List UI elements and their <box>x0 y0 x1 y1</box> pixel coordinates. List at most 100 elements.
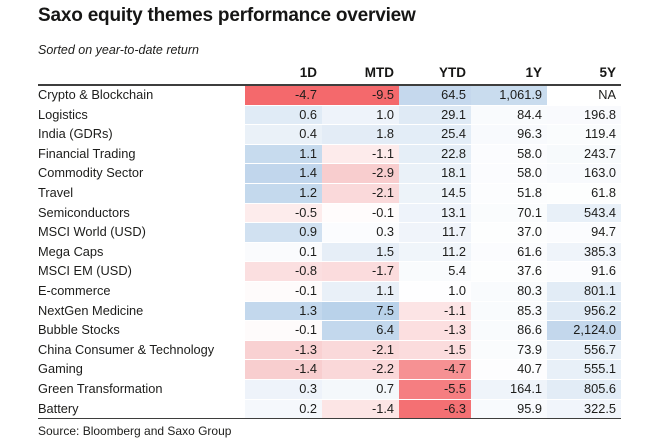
value-cell: -0.1 <box>245 320 322 341</box>
table-row: MSCI EM (USD) -0.8 -1.7 5.4 37.6 91.6 <box>38 261 621 282</box>
theme-label: Mega Caps <box>38 242 245 263</box>
value-cell: 956.2 <box>547 301 621 322</box>
value-cell: 0.3 <box>245 379 322 400</box>
value-cell: 556.7 <box>547 340 621 361</box>
value-cell: 70.1 <box>471 203 547 224</box>
value-cell: 5.4 <box>399 261 471 282</box>
value-cell: 0.3 <box>322 222 399 243</box>
value-cell: 51.8 <box>471 183 547 204</box>
value-cell: 25.4 <box>399 124 471 145</box>
value-cell: -2.1 <box>322 183 399 204</box>
value-cell: -0.1 <box>322 203 399 224</box>
value-cell: -1.3 <box>399 320 471 341</box>
theme-label: MSCI World (USD) <box>38 222 245 243</box>
value-cell: -2.2 <box>322 359 399 380</box>
value-cell: -0.8 <box>245 261 322 282</box>
value-cell: -0.5 <box>245 203 322 224</box>
value-cell: 1.1 <box>245 144 322 165</box>
value-cell: 22.8 <box>399 144 471 165</box>
theme-label: Green Transformation <box>38 379 245 400</box>
value-cell: -9.5 <box>322 85 399 106</box>
value-cell: 37.6 <box>471 261 547 282</box>
value-cell: 61.8 <box>547 183 621 204</box>
table-row: Crypto & Blockchain -4.7 -9.5 64.5 1,061.9 NA <box>38 85 621 106</box>
value-cell: 0.6 <box>245 105 322 126</box>
theme-label: NextGen Medicine <box>38 301 245 322</box>
value-cell: 61.6 <box>471 242 547 263</box>
value-cell: 0.1 <box>245 242 322 263</box>
value-cell: 73.9 <box>471 340 547 361</box>
theme-label: Semiconductors <box>38 203 245 224</box>
value-cell: 84.4 <box>471 105 547 126</box>
value-cell: 163.0 <box>547 163 621 184</box>
table-row: Semiconductors -0.5 -0.1 13.1 70.1 543.4 <box>38 203 621 224</box>
value-cell: 37.0 <box>471 222 547 243</box>
value-cell: 58.0 <box>471 144 547 165</box>
subtitle: Sorted on year-to-date return <box>38 43 199 57</box>
value-cell: 86.6 <box>471 320 547 341</box>
table-row: Battery 0.2 -1.4 -6.3 95.9 322.5 <box>38 399 621 420</box>
value-cell: 0.7 <box>322 379 399 400</box>
value-cell: -1.7 <box>322 261 399 282</box>
value-cell: 555.1 <box>547 359 621 380</box>
value-cell: 0.9 <box>245 222 322 243</box>
value-cell: -6.3 <box>399 399 471 420</box>
value-cell: 64.5 <box>399 85 471 106</box>
theme-label: China Consumer & Technology <box>38 340 245 361</box>
table-row: E-commerce -0.1 1.1 1.0 80.3 801.1 <box>38 281 621 302</box>
theme-label: Financial Trading <box>38 144 245 165</box>
table-row: Bubble Stocks -0.1 6.4 -1.3 86.6 2,124.0 <box>38 320 621 341</box>
table-row: Financial Trading 1.1 -1.1 22.8 58.0 243.7 <box>38 144 621 165</box>
value-cell: -2.1 <box>322 340 399 361</box>
value-cell: 13.1 <box>399 203 471 224</box>
column-header-ytd: YTD <box>399 59 471 86</box>
source-note: Source: Bloomberg and Saxo Group <box>38 424 232 438</box>
value-cell: 164.1 <box>471 379 547 400</box>
value-cell: -0.1 <box>245 281 322 302</box>
value-cell: NA <box>547 85 621 106</box>
value-cell: -5.5 <box>399 379 471 400</box>
page-title: Saxo equity themes performance overview <box>38 5 416 26</box>
theme-label: Logistics <box>38 105 245 126</box>
value-cell: 196.8 <box>547 105 621 126</box>
value-cell: 1.3 <box>245 301 322 322</box>
value-cell: 2,124.0 <box>547 320 621 341</box>
value-cell: 14.5 <box>399 183 471 204</box>
table-row: MSCI World (USD) 0.9 0.3 11.7 37.0 94.7 <box>38 222 621 243</box>
value-cell: 80.3 <box>471 281 547 302</box>
table-row: Green Transformation 0.3 0.7 -5.5 164.1 805.6 <box>38 379 621 400</box>
value-cell: -1.1 <box>399 301 471 322</box>
value-cell: 801.1 <box>547 281 621 302</box>
value-cell: 1.0 <box>322 105 399 126</box>
value-cell: 95.9 <box>471 399 547 420</box>
table-row: Gaming -1.4 -2.2 -4.7 40.7 555.1 <box>38 359 621 380</box>
table-row: Commodity Sector 1.4 -2.9 18.1 58.0 163.0 <box>38 163 621 184</box>
column-header-mtd: MTD <box>322 59 399 86</box>
theme-label: Gaming <box>38 359 245 380</box>
value-cell: 1,061.9 <box>471 85 547 106</box>
value-cell: -2.9 <box>322 163 399 184</box>
value-cell: 243.7 <box>547 144 621 165</box>
value-cell: 11.7 <box>399 222 471 243</box>
value-cell: 7.5 <box>322 301 399 322</box>
theme-label: MSCI EM (USD) <box>38 261 245 282</box>
value-cell: 58.0 <box>471 163 547 184</box>
value-cell: 1.1 <box>322 281 399 302</box>
value-cell: 85.3 <box>471 301 547 322</box>
value-cell: 1.0 <box>399 281 471 302</box>
value-cell: 6.4 <box>322 320 399 341</box>
performance-table: 1D MTD YTD 1Y 5Y Crypto & Blockchain -4.7 -9.5… <box>38 59 621 420</box>
value-cell: 0.2 <box>245 399 322 420</box>
theme-label: Battery <box>38 399 245 420</box>
theme-label: Crypto & Blockchain <box>38 85 245 106</box>
value-cell: 119.4 <box>547 124 621 145</box>
column-header-1d: 1D <box>245 59 322 86</box>
table-row: India (GDRs) 0.4 1.8 25.4 96.3 119.4 <box>38 124 621 145</box>
table-row: Mega Caps 0.1 1.5 11.2 61.6 385.3 <box>38 242 621 263</box>
value-cell: 11.2 <box>399 242 471 263</box>
table-row: Logistics 0.6 1.0 29.1 84.4 196.8 <box>38 105 621 126</box>
table-body: Crypto & Blockchain -4.7 -9.5 64.5 1,061.9 NA… <box>38 85 621 420</box>
value-cell: 1.5 <box>322 242 399 263</box>
value-cell: 0.4 <box>245 124 322 145</box>
